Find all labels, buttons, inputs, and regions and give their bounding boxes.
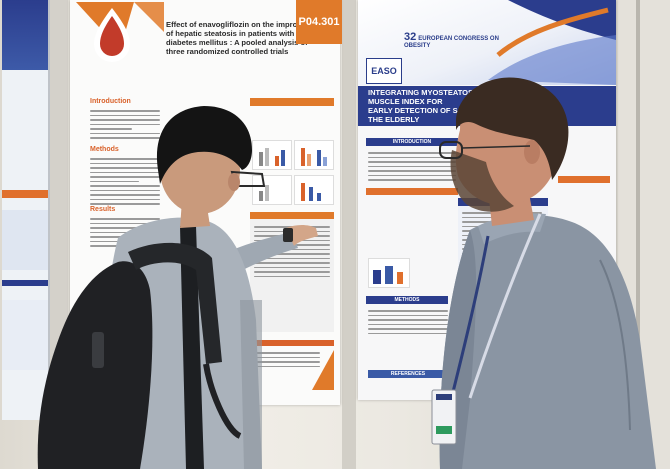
section-heading: Methods xyxy=(90,146,119,153)
bar-chart xyxy=(252,175,292,205)
poster-number-badge: P04.301 xyxy=(296,0,342,44)
bar-chart xyxy=(252,140,292,170)
board-divider-middle xyxy=(342,0,356,469)
bar-chart xyxy=(368,258,410,288)
board-pole xyxy=(636,0,640,469)
figure-header-bar xyxy=(250,98,334,106)
section-heading: Introduction xyxy=(90,98,131,105)
section-heading: METHODS xyxy=(366,296,448,304)
corner-decoration xyxy=(312,350,334,390)
right-poster-title-line1: INTEGRATING MYOSTEATOSIS AND SKELETAL MU… xyxy=(368,88,540,106)
section-heading: INTRODUCTION xyxy=(366,138,458,146)
easo-logo: EASO xyxy=(366,58,402,84)
left-poster xyxy=(2,0,50,420)
poster-logo xyxy=(76,2,164,72)
section-heading: REFERENCES xyxy=(368,370,448,378)
left-poster-header xyxy=(2,0,48,70)
center-poster-title: Effect of enavogliflozin on the improvem… xyxy=(166,20,324,56)
bar-chart xyxy=(294,175,334,205)
bar-chart xyxy=(294,140,334,170)
section-heading: Results xyxy=(90,206,116,213)
right-poster-title-line2: EARLY DETECTION OF SARCOPENIC OBESITY IN… xyxy=(368,106,548,124)
congress-title: 32 EUROPEAN CONGRESS ON OBESITY xyxy=(404,31,499,50)
